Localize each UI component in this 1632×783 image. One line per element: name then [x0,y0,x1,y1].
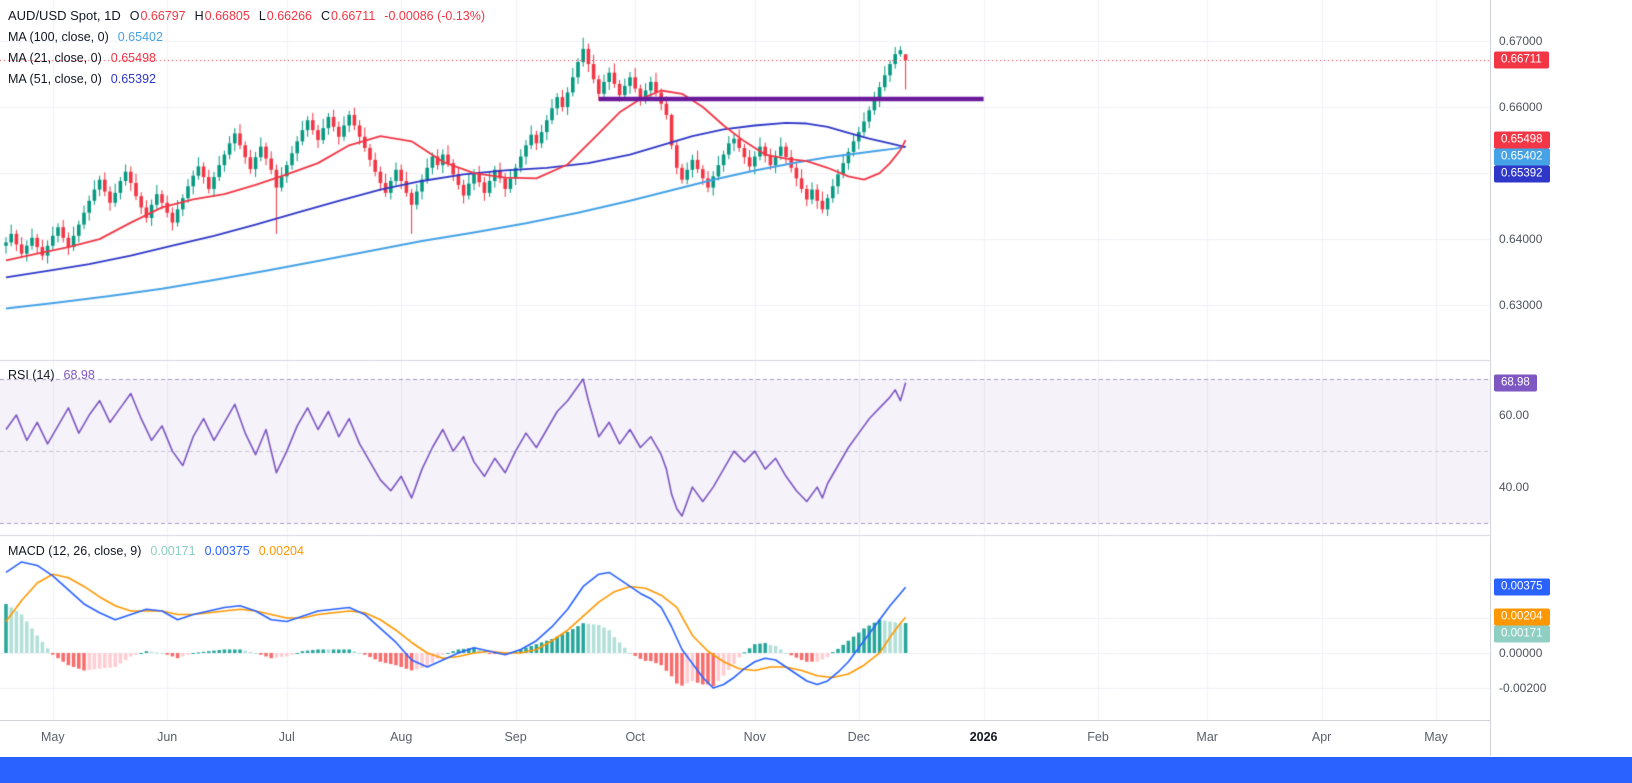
time-label: Mar [1196,730,1218,744]
macd-tick-label: -0.00200 [1499,680,1547,695]
rsi-tick-label: 40.00 [1499,480,1530,495]
time-label: Jul [278,730,295,744]
price-badge: 0.65498 [1494,131,1550,149]
time-label: Sep [504,730,527,744]
symbol-title[interactable]: AUD/USD Spot, 1D [8,8,121,23]
price-badge: 0.65392 [1494,165,1550,183]
price-badge: 0.65402 [1494,148,1550,166]
time-label: May [40,730,65,744]
macd-tick-label: 0.00000 [1499,645,1543,660]
price-tick-label: 0.66000 [1499,100,1543,114]
price-tick-label: 0.63000 [1499,298,1543,313]
time-label: Nov [743,730,766,744]
macd-badge: 0.00375 [1494,578,1550,596]
time-label: Jun [157,730,178,744]
time-label: Aug [390,730,413,744]
time-label: Feb [1087,730,1109,744]
rsi-tick-label: 60.00 [1499,408,1530,423]
time-label: Dec [847,730,870,744]
macd-badge: 0.00204 [1494,608,1550,626]
macd-badge: 0.00171 [1494,625,1550,643]
chart-canvas[interactable] [0,0,1490,720]
time-label: 2026 [969,730,998,744]
time-scale[interactable]: May Jun Jul Aug Sep Oct Nov Dec 2026 Feb Mar Apr May [0,720,1632,757]
price-badge: 0.66711 [1494,51,1549,69]
time-label: Apr [1311,730,1332,744]
rsi-badge: 68.98 [1494,374,1537,392]
price-tick-label: 0.64000 [1499,232,1543,247]
price-tick-label: 0.67000 [1499,33,1543,48]
price-scale[interactable]: 0.67000 0.66000 0.64000 0.63000 60.00 40.00 0.… [1490,0,1632,756]
time-label: May [1424,730,1448,744]
time-label: Oct [625,730,645,744]
bottom-bar [0,756,1632,783]
